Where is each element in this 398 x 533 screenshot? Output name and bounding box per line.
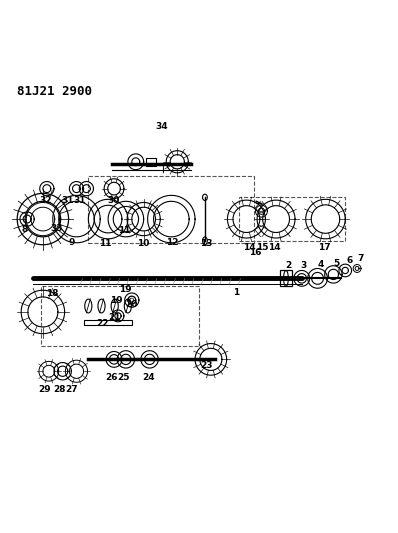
Text: 8: 8 bbox=[21, 225, 27, 234]
Text: 15: 15 bbox=[256, 243, 269, 252]
Text: 31: 31 bbox=[62, 196, 74, 205]
Text: 10: 10 bbox=[137, 239, 149, 248]
Text: 19: 19 bbox=[110, 296, 122, 304]
Text: 27: 27 bbox=[65, 384, 78, 393]
Text: 9: 9 bbox=[68, 238, 75, 247]
Text: 4: 4 bbox=[318, 260, 324, 269]
Text: 7: 7 bbox=[358, 254, 364, 263]
Text: 24: 24 bbox=[142, 373, 155, 382]
Text: 5: 5 bbox=[334, 259, 339, 268]
Text: 30: 30 bbox=[108, 196, 120, 205]
Text: 14: 14 bbox=[243, 244, 256, 253]
Text: 28: 28 bbox=[54, 384, 66, 393]
Bar bbox=[41, 286, 199, 345]
Text: 23: 23 bbox=[200, 361, 213, 370]
Text: 12: 12 bbox=[166, 238, 178, 247]
Bar bbox=[280, 270, 292, 286]
Bar bbox=[88, 175, 254, 243]
Text: 25: 25 bbox=[117, 373, 129, 382]
Text: 21: 21 bbox=[108, 313, 120, 322]
Text: 20: 20 bbox=[125, 300, 137, 309]
Text: 1: 1 bbox=[233, 288, 240, 297]
Text: 33: 33 bbox=[51, 224, 63, 233]
Bar bbox=[146, 158, 156, 166]
Text: 34: 34 bbox=[155, 122, 168, 131]
Text: 13: 13 bbox=[200, 239, 213, 248]
Text: 26: 26 bbox=[105, 373, 117, 382]
Text: 81J21 2900: 81J21 2900 bbox=[17, 85, 92, 98]
Text: 17: 17 bbox=[318, 243, 331, 252]
Text: 29: 29 bbox=[38, 384, 51, 393]
Text: 16: 16 bbox=[249, 248, 261, 257]
Text: 22: 22 bbox=[96, 319, 108, 328]
Text: 32: 32 bbox=[39, 196, 52, 205]
Text: 11: 11 bbox=[99, 239, 111, 248]
Text: 6: 6 bbox=[346, 256, 352, 265]
Text: 19: 19 bbox=[119, 285, 132, 294]
Text: 31: 31 bbox=[73, 196, 86, 205]
Text: 2: 2 bbox=[285, 261, 291, 270]
Bar bbox=[84, 320, 132, 325]
Text: 11: 11 bbox=[119, 225, 131, 235]
Bar bbox=[238, 197, 345, 241]
Text: 18: 18 bbox=[47, 289, 59, 298]
Text: 3: 3 bbox=[300, 261, 307, 270]
Text: 14: 14 bbox=[268, 243, 281, 252]
